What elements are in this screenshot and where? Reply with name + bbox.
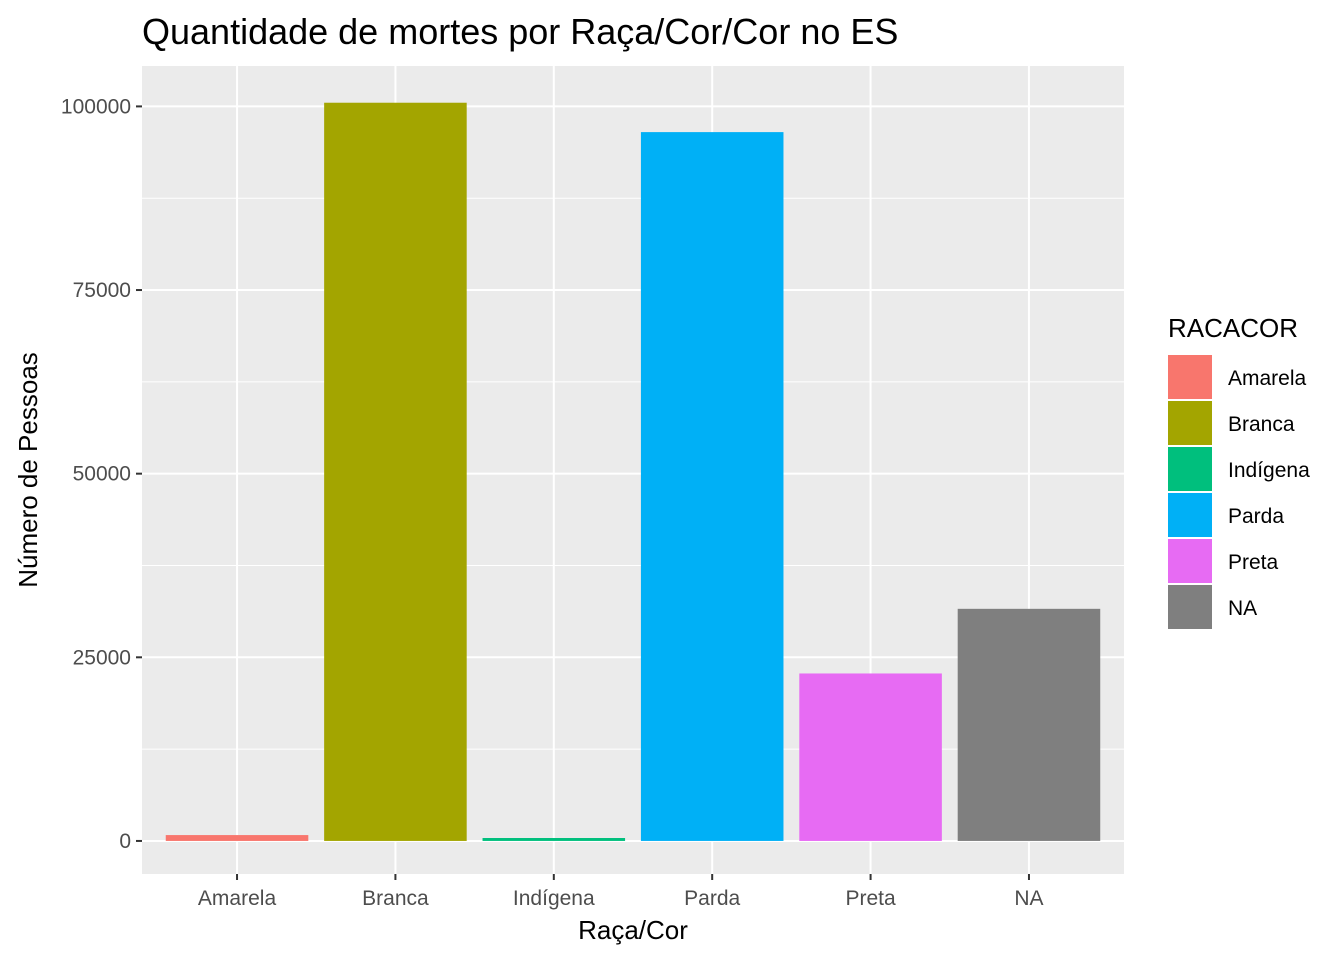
bar-preta [799, 673, 942, 841]
bar-branca [324, 102, 467, 841]
x-tick-label: Preta [845, 887, 896, 910]
legend-key [1168, 585, 1212, 629]
y-tick-label: 25000 [73, 646, 131, 669]
y-tick-label: 50000 [73, 463, 131, 486]
legend-label: Amarela [1228, 367, 1307, 390]
x-axis-title: Raça/Cor [578, 915, 688, 945]
x-tick-label: Branca [362, 887, 429, 910]
legend-label: Branca [1228, 413, 1295, 436]
x-tick-label: Amarela [198, 887, 277, 910]
legend-key [1168, 355, 1212, 399]
legend-key [1168, 401, 1212, 445]
legend-key [1168, 493, 1212, 537]
y-axis: 0 25000 50000 75000 100000 [61, 95, 142, 853]
bar-amarela [165, 835, 309, 841]
legend-key [1168, 539, 1212, 583]
bar-na [957, 608, 1101, 841]
bar-parda [640, 132, 784, 841]
legend-title: RACACOR [1168, 313, 1298, 343]
x-tick-label: NA [1014, 887, 1043, 910]
chart-title: Quantidade de mortes por Raça/Cor/Cor no… [142, 11, 898, 52]
legend-label: Parda [1228, 505, 1284, 528]
bars [165, 102, 1101, 841]
bar-indígena [482, 838, 626, 841]
x-tick-label: Indígena [513, 887, 595, 910]
y-tick-label: 0 [119, 830, 131, 853]
y-tick-label: 75000 [73, 279, 131, 302]
x-tick-label: Parda [684, 887, 740, 910]
legend-label: NA [1228, 597, 1257, 620]
x-axis: Amarela Branca Indígena Parda Preta NA [198, 874, 1044, 910]
legend-label: Indígena [1228, 459, 1310, 482]
y-axis-title: Número de Pessoas [13, 352, 43, 588]
legend-items: Amarela Branca Indígena Parda Preta NA [1168, 355, 1310, 629]
legend: RACACOR Amarela Branca Indígena Parda Preta N… [1168, 313, 1310, 629]
legend-label: Preta [1228, 551, 1279, 574]
legend-key [1168, 447, 1212, 491]
y-tick-label: 100000 [61, 95, 131, 118]
